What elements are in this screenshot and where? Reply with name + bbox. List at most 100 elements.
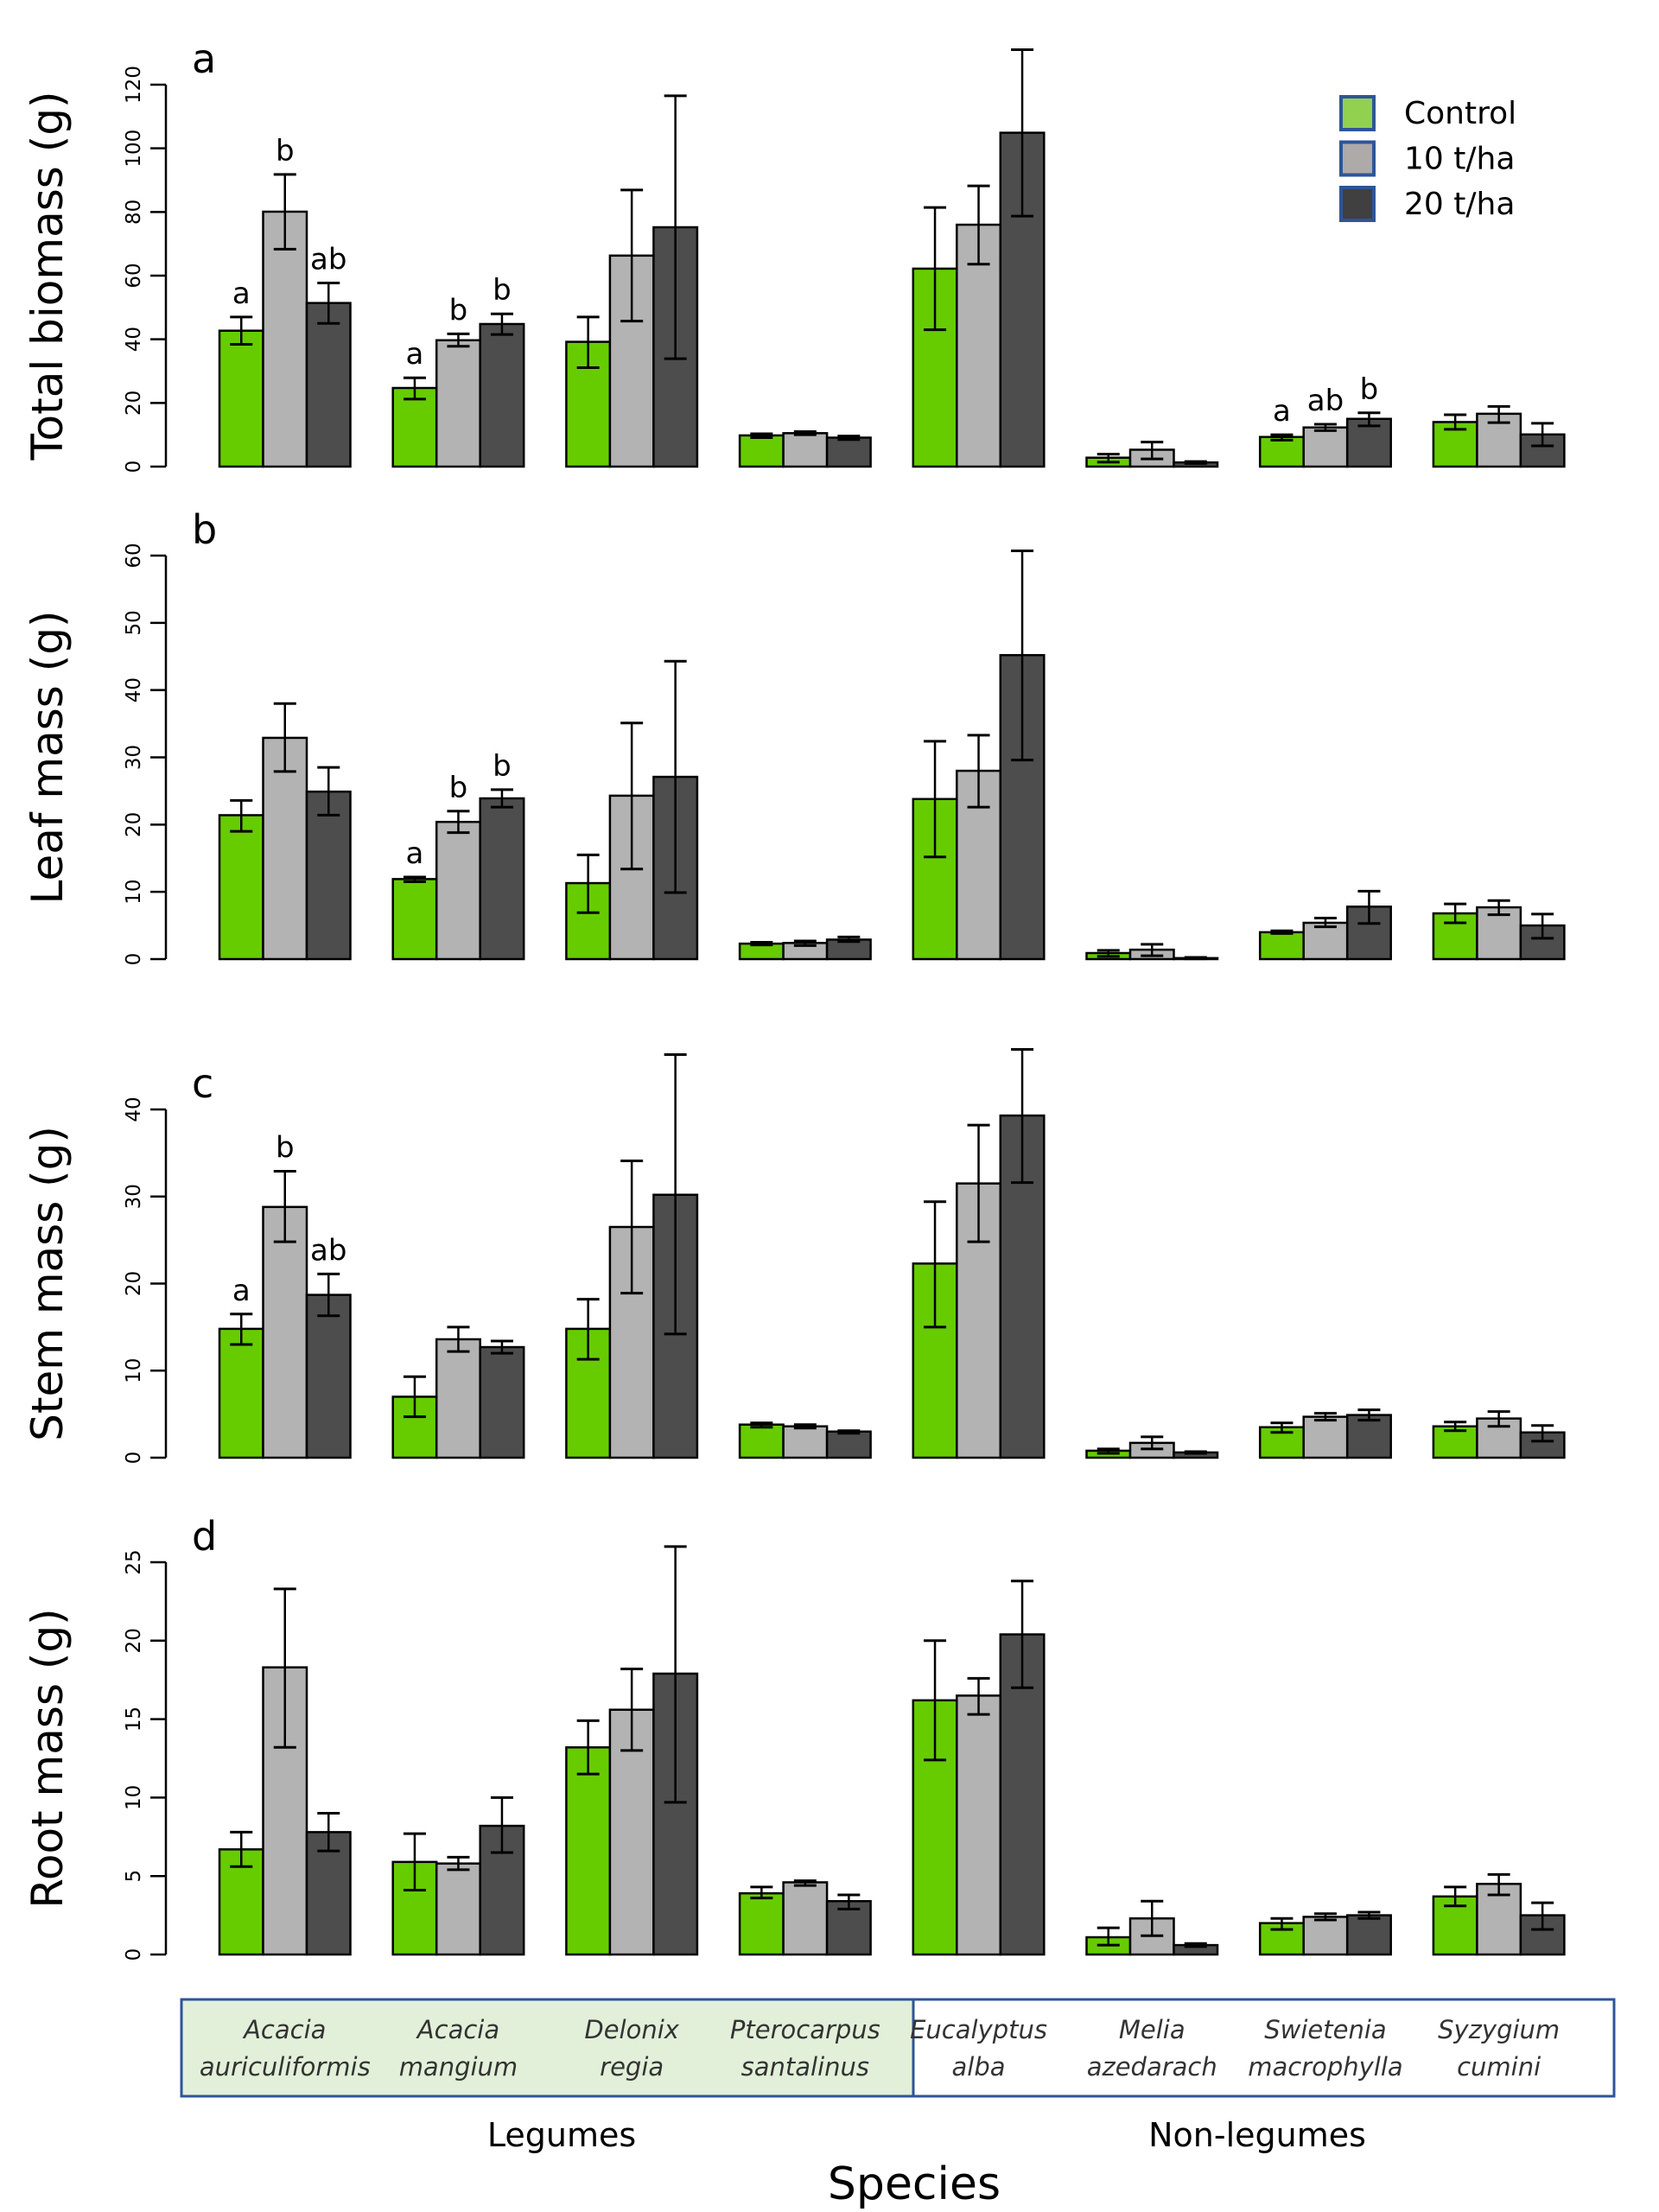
non-legumes-background bbox=[913, 1999, 1614, 2096]
bar-group bbox=[738, 1421, 872, 1459]
y-tick-label: 0 bbox=[123, 953, 145, 966]
bar bbox=[479, 1345, 525, 1459]
bar bbox=[738, 1423, 785, 1459]
bar-group bbox=[1432, 1872, 1566, 1956]
legend-swatch-2 bbox=[1339, 140, 1376, 177]
significance-letter: ab bbox=[310, 242, 346, 276]
significance-letter: b bbox=[449, 293, 468, 327]
bar bbox=[435, 1862, 481, 1956]
significance-letter: a bbox=[232, 1274, 251, 1308]
bar bbox=[565, 1327, 612, 1459]
bar bbox=[305, 1294, 352, 1459]
bar-group bbox=[738, 429, 872, 468]
bar bbox=[305, 302, 352, 468]
legend-label: 10 t/ha bbox=[1404, 142, 1515, 177]
bar-group bbox=[218, 1587, 352, 1956]
bar bbox=[218, 329, 264, 468]
legend-label: 20 t/ha bbox=[1404, 187, 1515, 222]
species-box-border bbox=[180, 1998, 1616, 2098]
y-tick-label: 10 bbox=[123, 880, 145, 905]
panel-letter: d bbox=[192, 1513, 217, 1560]
panel-d: d 0 5 10 15 20 25 Root mass (g) bbox=[22, 1513, 1566, 1961]
y-axis-label: Root mass (g) bbox=[22, 1608, 73, 1908]
y-tick-label: 40 bbox=[123, 327, 145, 352]
y-tick-label: 120 bbox=[123, 66, 145, 104]
y-tick-label: 5 bbox=[123, 1870, 145, 1883]
significance-letter: b bbox=[493, 749, 512, 784]
bar bbox=[479, 797, 525, 961]
bar bbox=[782, 1425, 829, 1459]
y-tick-label: 40 bbox=[123, 1096, 145, 1122]
significance-letter: b bbox=[276, 1131, 295, 1166]
significance-letter: a bbox=[406, 337, 424, 372]
legend-swatch-1 bbox=[1339, 95, 1376, 131]
bar bbox=[738, 1891, 785, 1956]
y-tick-label: 20 bbox=[123, 391, 145, 416]
species-label: Acacia bbox=[416, 2015, 499, 2044]
significance-letter: b bbox=[1360, 372, 1379, 407]
bar-group bbox=[1085, 1899, 1219, 1956]
bar-group bbox=[565, 1545, 699, 1956]
significance-letter: b bbox=[449, 771, 468, 805]
species-label: auriculiformis bbox=[200, 2052, 371, 2082]
bar bbox=[435, 339, 481, 468]
bar bbox=[1302, 1415, 1349, 1459]
bar-group bbox=[912, 48, 1046, 468]
species-label: Melia bbox=[1119, 2015, 1185, 2044]
species-label: macrophylla bbox=[1248, 2052, 1402, 2082]
bar-group bbox=[1258, 1910, 1392, 1956]
bar-group bbox=[565, 659, 699, 961]
significance-letter: b bbox=[276, 134, 295, 168]
bar bbox=[435, 820, 481, 961]
significance-letter: b bbox=[493, 273, 512, 308]
bar-group bbox=[565, 1053, 699, 1459]
bar-group bbox=[1432, 404, 1566, 468]
bar bbox=[565, 340, 612, 468]
bar bbox=[218, 814, 264, 961]
x-axis-label: Species bbox=[828, 2158, 1001, 2210]
panel-letter: a bbox=[192, 35, 216, 82]
bar bbox=[1258, 931, 1305, 961]
y-tick-label: 20 bbox=[123, 1271, 145, 1296]
bar bbox=[1302, 921, 1349, 961]
bar-group bbox=[1085, 943, 1219, 961]
legend-swatch-3 bbox=[1339, 186, 1376, 222]
significance-letter: ab bbox=[310, 1233, 346, 1268]
bar bbox=[391, 878, 438, 961]
y-tick-label: 60 bbox=[123, 543, 145, 568]
species-label: santalinus bbox=[741, 2052, 869, 2082]
bar bbox=[738, 434, 785, 468]
bar-group bbox=[912, 1047, 1046, 1459]
bar-group bbox=[565, 94, 699, 468]
y-tick-label: 30 bbox=[123, 1184, 145, 1209]
y-tick-label: 30 bbox=[123, 745, 145, 770]
y-tick-label: 100 bbox=[123, 130, 145, 168]
bar-group bbox=[391, 1325, 525, 1459]
bar bbox=[435, 1338, 481, 1459]
group-label-legumes: Legumes bbox=[487, 2116, 636, 2154]
y-tick-label: 10 bbox=[123, 1358, 145, 1383]
legumes-background bbox=[181, 1999, 913, 2096]
bar bbox=[1345, 1914, 1392, 1956]
y-tick-label: 25 bbox=[123, 1549, 145, 1574]
significance-letter: ab bbox=[1307, 384, 1344, 418]
species-label: Acacia bbox=[242, 2015, 326, 2044]
bar-group bbox=[1258, 889, 1392, 961]
bar bbox=[825, 1430, 872, 1459]
bar-group: abb bbox=[391, 749, 525, 961]
bar bbox=[479, 322, 525, 468]
y-tick-label: 0 bbox=[123, 461, 145, 474]
panel-letter: b bbox=[192, 506, 217, 553]
bar-group bbox=[218, 702, 352, 961]
y-tick-label: 10 bbox=[123, 1785, 145, 1810]
y-tick-label: 15 bbox=[123, 1707, 145, 1732]
group-label-non-legumes: Non-legumes bbox=[1148, 2116, 1366, 2154]
species-label: regia bbox=[600, 2052, 664, 2082]
bar bbox=[218, 1327, 264, 1459]
bar bbox=[956, 1694, 1002, 1956]
y-tick-label: 20 bbox=[123, 812, 145, 837]
bar-group bbox=[1258, 1408, 1392, 1459]
bar bbox=[1302, 1916, 1349, 1956]
